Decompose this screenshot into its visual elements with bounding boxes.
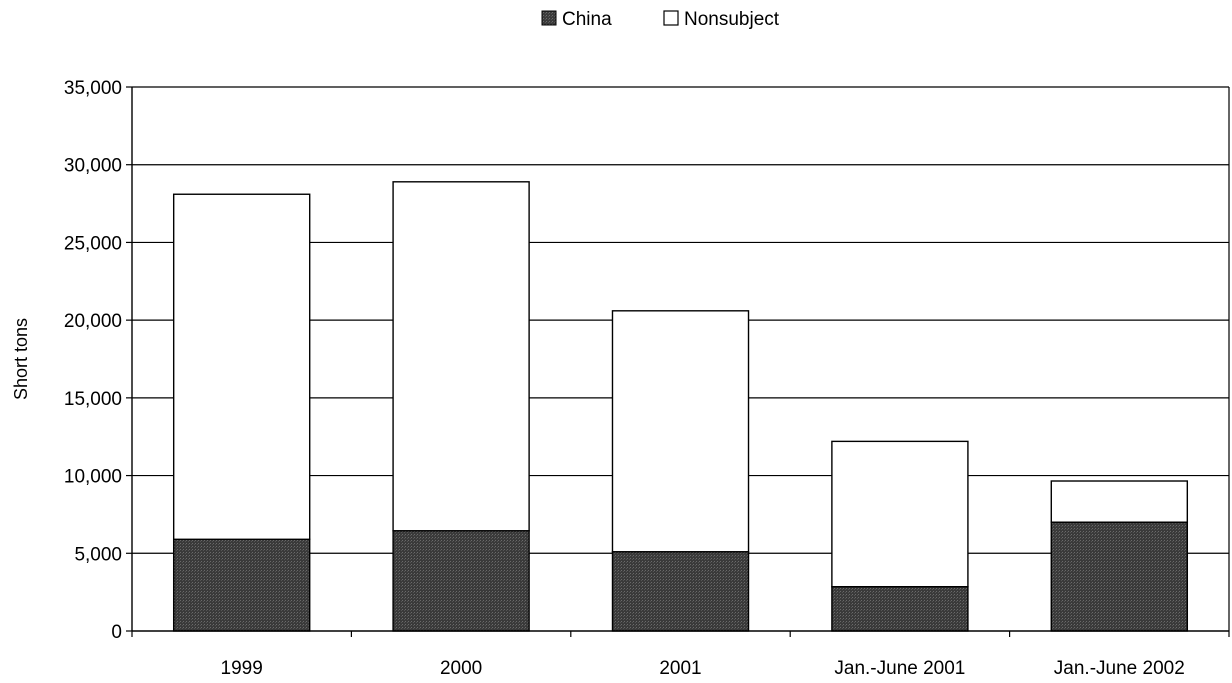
x-tick-label: 2001 bbox=[659, 658, 701, 679]
x-tick-label: 2000 bbox=[440, 658, 482, 679]
bar-nonsubject bbox=[831, 440, 969, 588]
legend-swatch-nonsubject bbox=[663, 10, 679, 26]
y-axis-title: Short tons bbox=[11, 318, 31, 400]
y-tick-label: 25,000 bbox=[64, 233, 122, 254]
y-tick-label: 30,000 bbox=[64, 156, 122, 177]
legend-item-china: China bbox=[541, 9, 612, 30]
bar-china bbox=[1050, 521, 1189, 632]
y-tick-label: 15,000 bbox=[64, 389, 122, 410]
y-tick-label: 35,000 bbox=[64, 78, 122, 99]
bar-china bbox=[611, 551, 750, 632]
axes bbox=[131, 87, 1230, 632]
y-tick-label: 10,000 bbox=[64, 467, 122, 488]
bar-china bbox=[392, 530, 530, 632]
bar-nonsubject bbox=[172, 193, 311, 540]
bar-china bbox=[831, 586, 969, 632]
x-tick-label: Jan.-June 2002 bbox=[1054, 658, 1185, 679]
y-tick-label: 5,000 bbox=[74, 544, 122, 565]
x-axis-ticks: 1999 2000 2001 Jan.-June 2001 Jan.-June 2002 bbox=[131, 631, 1230, 679]
legend: China Nonsubject bbox=[541, 9, 780, 30]
bars bbox=[172, 181, 1189, 632]
y-tick-label: 20,000 bbox=[64, 311, 122, 332]
x-tick-label: Jan.-June 2001 bbox=[834, 658, 965, 679]
bar-china bbox=[172, 538, 311, 632]
y-axis-ticks: 0 5,000 10,000 15,000 20,000 25,000 30,000 35,0… bbox=[64, 78, 132, 643]
y-tick-label: 0 bbox=[111, 622, 122, 643]
legend-swatch-china bbox=[541, 10, 557, 26]
x-tick-label: 1999 bbox=[221, 658, 263, 679]
bar-nonsubject bbox=[1050, 480, 1189, 523]
legend-label-china: China bbox=[562, 9, 612, 30]
legend-label-nonsubject: Nonsubject bbox=[684, 9, 780, 30]
bar-nonsubject bbox=[392, 181, 530, 532]
legend-item-nonsubject: Nonsubject bbox=[663, 9, 780, 30]
bar-nonsubject bbox=[611, 310, 750, 553]
